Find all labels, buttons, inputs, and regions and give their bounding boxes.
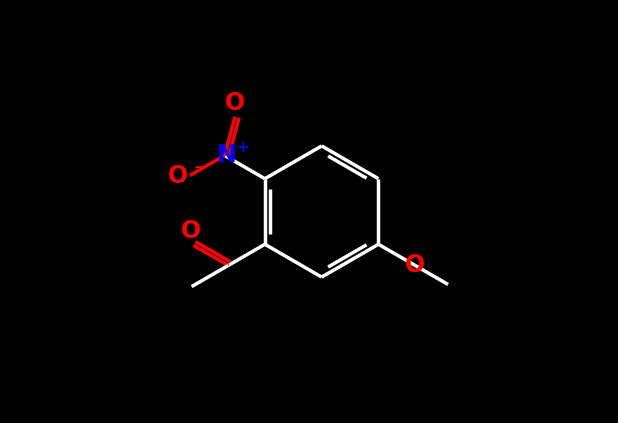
Text: N: N — [217, 143, 237, 168]
Text: −: − — [193, 160, 206, 176]
Text: O: O — [181, 219, 201, 243]
Text: O: O — [225, 91, 245, 115]
Text: O: O — [405, 253, 425, 277]
Text: +: + — [237, 140, 249, 155]
Text: O: O — [167, 164, 188, 187]
